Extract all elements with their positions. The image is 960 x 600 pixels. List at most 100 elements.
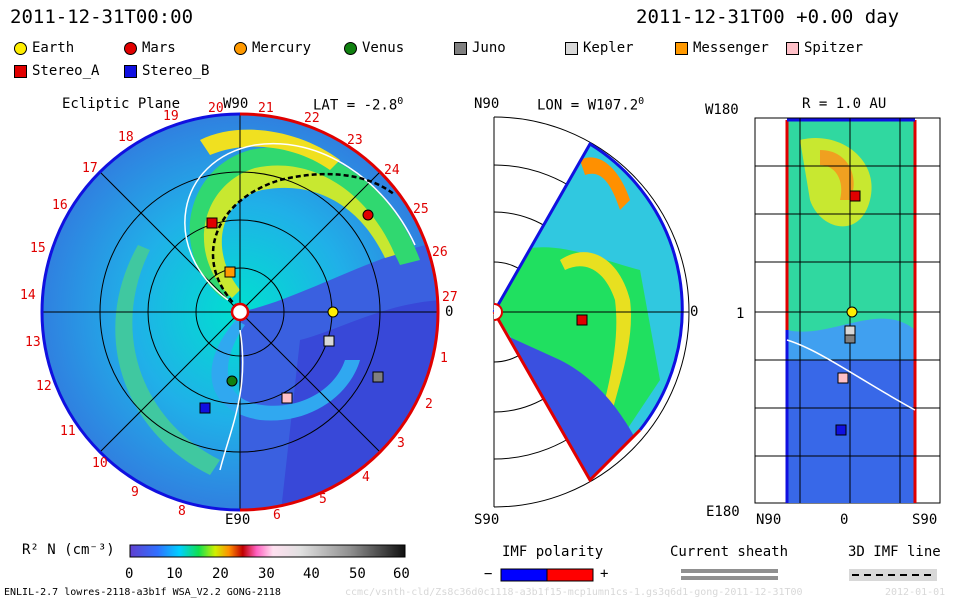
meridional-bottom-left: S90: [474, 512, 499, 528]
carrington-27: 27: [442, 290, 458, 305]
deg-mark: 0: [638, 96, 645, 107]
stereo-b-marker: [199, 402, 211, 414]
spitzer-icon: [786, 41, 799, 55]
carrington-4: 4: [362, 470, 370, 485]
deg-mark: 0: [397, 96, 404, 107]
cbar-tick-40: 40: [303, 566, 320, 582]
r-panel-plot: [754, 117, 941, 504]
earth-marker: [327, 306, 339, 318]
date-stamp: 2012-01-01: [885, 587, 946, 598]
legend-mercury: Mercury: [234, 40, 311, 56]
ecliptic-title: Ecliptic Plane: [62, 96, 181, 112]
carrington-12: 12: [36, 379, 52, 394]
colorbar-ticks: 0 10 20 30 40 50 60: [125, 566, 410, 582]
mars-marker: [362, 209, 374, 221]
current-sheath-line-2: [681, 576, 778, 580]
imf-polarity-plus: +: [600, 566, 609, 582]
carrington-26: 26: [432, 245, 448, 260]
current-sheath-title: Current sheath: [670, 544, 789, 560]
meridional-lon-label: LON = W107.20: [537, 96, 644, 114]
cbar-tick-10: 10: [166, 566, 183, 582]
carrington-1: 1: [440, 351, 448, 366]
legend-label: Earth: [32, 40, 75, 56]
timestamp-right: 2011-12-31T00 +0.00 day: [636, 6, 900, 28]
carrington-5: 5: [319, 492, 327, 507]
timestamp-left: 2011-12-31T00:00: [10, 6, 194, 28]
r-panel-x-tick-s90: S90: [912, 512, 937, 528]
juno-r-marker: [844, 334, 856, 344]
imf-polarity-negative: [500, 568, 548, 582]
r-panel-x-tick-0: 0: [840, 512, 848, 528]
stereo-a-meridional-marker: [576, 314, 588, 326]
cbar-tick-0: 0: [125, 566, 133, 582]
spitzer-marker: [281, 392, 293, 404]
carrington-16: 16: [52, 198, 68, 213]
legend-messenger: Messenger: [675, 40, 769, 56]
legend-label: Kepler: [583, 40, 634, 56]
meridional-plot: [492, 116, 690, 508]
r-panel-top-left: W180: [705, 102, 739, 118]
legend-label: Venus: [362, 40, 405, 56]
cbar-tick-30: 30: [258, 566, 275, 582]
venus-marker: [226, 375, 238, 387]
spitzer-r-marker: [837, 372, 849, 384]
lon-value: LON = W107.2: [537, 97, 639, 114]
imf-line-title: 3D IMF line: [848, 544, 941, 560]
carrington-14: 14: [20, 288, 36, 303]
model-info: ENLIL-2.7 lowres-2118-a3b1f WSA_V2.2 GON…: [4, 587, 281, 598]
cbar-tick-50: 50: [349, 566, 366, 582]
colorbar-label: R² N (cm⁻³): [22, 542, 115, 558]
legend-label: Spitzer: [804, 40, 864, 56]
mercury-icon: [234, 41, 247, 55]
carrington-24: 24: [384, 163, 400, 178]
current-sheath-line-1: [681, 569, 778, 573]
legend-kepler: Kepler: [565, 40, 634, 56]
venus-icon: [344, 41, 357, 55]
mars-icon: [124, 41, 137, 55]
legend-label: Mercury: [252, 40, 312, 56]
stereo-a-marker: [206, 217, 218, 229]
cbar-tick-20: 20: [212, 566, 229, 582]
juno-icon: [454, 41, 467, 55]
messenger-icon: [675, 41, 688, 55]
carrington-19: 19: [163, 109, 179, 124]
carrington-2: 2: [425, 397, 433, 412]
colorbar: [129, 544, 406, 558]
watermark: ccmc/vsnth-cld/Zs8c36d0c1118-a3b1f15-mcp…: [345, 587, 803, 598]
carrington-8: 8: [178, 504, 186, 519]
carrington-15: 15: [30, 241, 46, 256]
carrington-11: 11: [60, 424, 76, 439]
ecliptic-lat-label: LAT = -2.80: [313, 96, 403, 114]
juno-marker: [372, 371, 384, 383]
stereo-b-r-marker: [835, 424, 847, 436]
ecliptic-bottom-label: E90: [225, 512, 250, 528]
r-panel-label: R = 1.0 AU: [802, 96, 887, 112]
carrington-25: 25: [413, 202, 429, 217]
carrington-labels: 19 20 21 22 23 24 25 26 27 1 2 3 4 5 6 8…: [20, 101, 458, 523]
ecliptic-top-label: W90: [223, 96, 249, 112]
carrington-22: 22: [304, 111, 320, 126]
carrington-23: 23: [347, 133, 363, 148]
legend-label: Juno: [472, 40, 506, 56]
imf-polarity-title: IMF polarity: [502, 544, 604, 560]
legend-mars: Mars: [124, 40, 176, 56]
messenger-marker: [224, 266, 236, 278]
legend-juno: Juno: [454, 40, 506, 56]
legend-label: Messenger: [693, 40, 769, 56]
cbar-tick-60: 60: [393, 566, 410, 582]
stereo-a-icon: [14, 64, 27, 78]
carrington-18: 18: [118, 130, 134, 145]
r-panel-bottom-left: E180: [706, 504, 740, 520]
legend-spitzer: Spitzer: [786, 40, 863, 56]
stereo-b-icon: [124, 64, 137, 78]
meridional-right-label: 0: [690, 304, 698, 320]
earth-r-marker: [846, 306, 858, 318]
earth-icon: [14, 41, 27, 55]
legend-earth: Earth: [14, 40, 74, 56]
lat-value: LAT = -2.8: [313, 97, 398, 114]
legend-stereo-b: Stereo_B: [124, 63, 209, 79]
r-panel-x-tick-n90: N90: [756, 512, 781, 528]
carrington-17: 17: [82, 161, 98, 176]
legend-label: Stereo_B: [142, 63, 210, 79]
